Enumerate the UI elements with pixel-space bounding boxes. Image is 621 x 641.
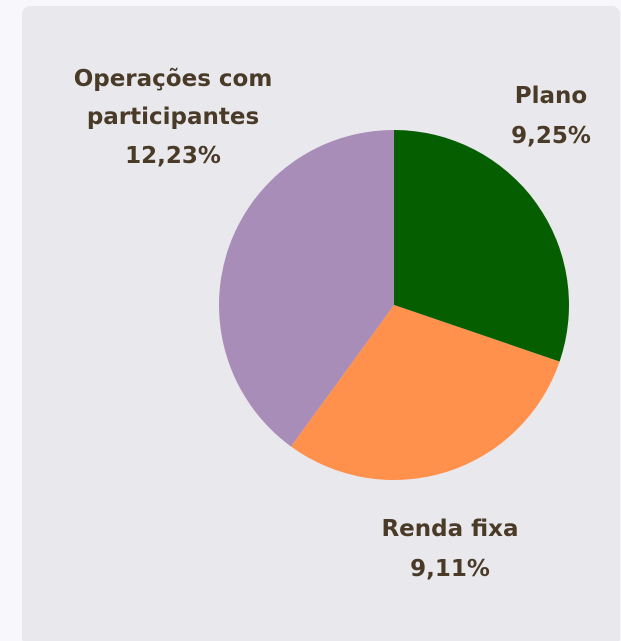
slice-label: Plano 9,25% [471, 76, 621, 156]
slice-label: Renda fixa 9,11% [330, 509, 570, 589]
category-label: Plano [514, 83, 588, 109]
value-label: 9,11% [410, 556, 490, 582]
pie-slice [290, 305, 560, 481]
category-label: Renda fixa [381, 516, 519, 542]
pie-slice [219, 130, 394, 447]
value-label: 9,25% [511, 123, 591, 149]
slice-label: Operações com participantes 12,23% [43, 60, 303, 176]
value-label: 12,23% [125, 143, 221, 169]
pie-slice [394, 130, 570, 362]
category-label: Operações com participantes [73, 66, 273, 130]
